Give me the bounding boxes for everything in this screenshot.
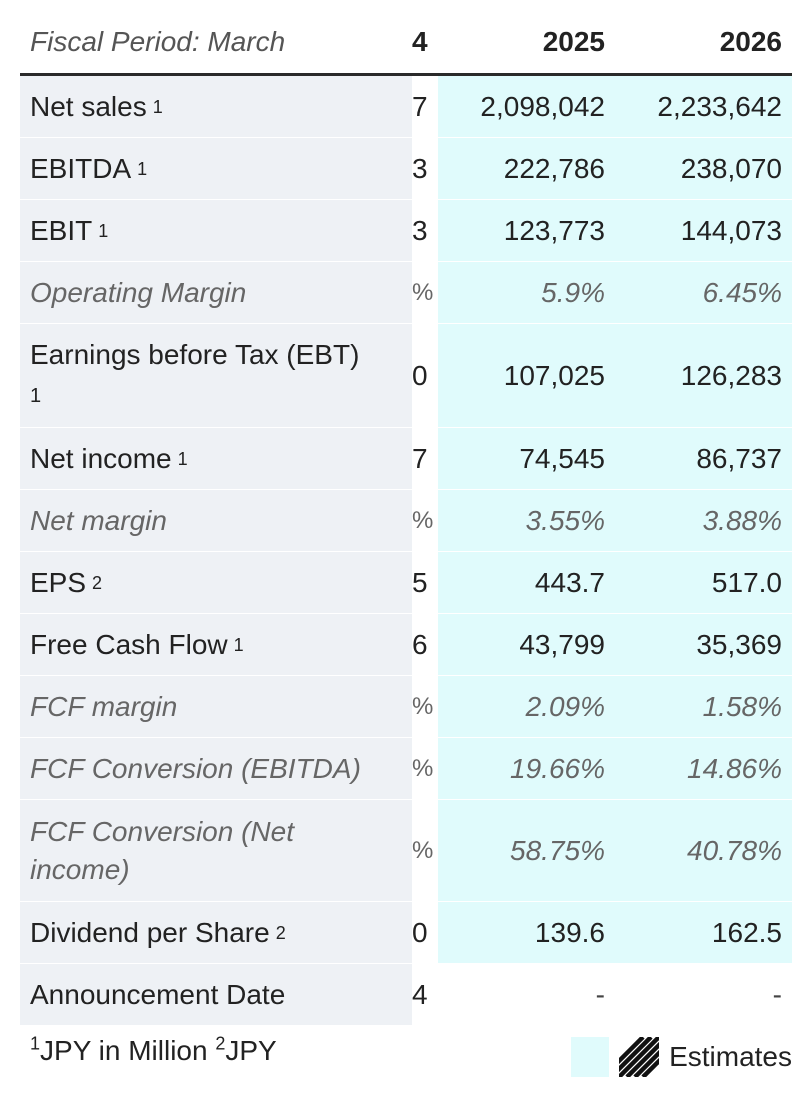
value-2025: 5.9% bbox=[541, 276, 605, 308]
value-2025: 74,545 bbox=[519, 442, 605, 474]
estimate-cell-bg bbox=[438, 676, 792, 737]
value-2025: 443.7 bbox=[534, 566, 605, 598]
row-label: Operating Margin bbox=[20, 262, 412, 323]
row-cut-value: % bbox=[412, 278, 434, 306]
estimate-cell-bg bbox=[438, 552, 792, 613]
row-label: Net margin bbox=[20, 490, 412, 551]
row-cut-value: 0 bbox=[412, 359, 428, 391]
row-label: EBITDA 1 bbox=[20, 138, 412, 199]
value-2025: 19.66% bbox=[510, 752, 605, 784]
value-2026: 238,070 bbox=[680, 152, 782, 184]
value-2025: 43,799 bbox=[519, 628, 605, 660]
value-2025: 2,098,042 bbox=[480, 90, 605, 122]
estimate-color-swatch bbox=[571, 1037, 610, 1077]
estimate-cell-bg bbox=[438, 490, 792, 551]
value-2025: 3.55% bbox=[525, 504, 605, 536]
row-cut-value: 6 bbox=[412, 628, 428, 660]
table-row: EBITDA 1 3 222,786 238,070 bbox=[20, 138, 792, 200]
value-2026: 86,737 bbox=[696, 442, 782, 474]
row-label: Announcement Date bbox=[20, 964, 412, 1025]
row-label: Net income 1 bbox=[20, 428, 412, 489]
estimate-cell-bg bbox=[438, 324, 792, 427]
row-label: FCF Conversion (Net income) bbox=[20, 800, 412, 901]
value-2026: 14.86% bbox=[687, 752, 782, 784]
table-row: Operating Margin % 5.9% 6.45% bbox=[20, 262, 792, 324]
estimates-legend: Estimates bbox=[571, 1037, 792, 1077]
value-2026: 6.45% bbox=[702, 276, 782, 308]
row-label: Earnings before Tax (EBT) 1 bbox=[20, 324, 412, 427]
table-row: Earnings before Tax (EBT) 1 0 107,025 126… bbox=[20, 324, 792, 428]
row-cut-value: % bbox=[412, 506, 434, 534]
table-row: FCF Conversion (EBITDA) % 19.66% 14.86% bbox=[20, 738, 792, 800]
estimate-cell-bg bbox=[438, 200, 792, 261]
value-2025: 123,773 bbox=[503, 214, 605, 246]
table-row: Net sales 1 7 2,098,042 2,233,642 bbox=[20, 76, 792, 138]
row-cut-value: % bbox=[412, 754, 434, 782]
table-row: Net income 1 7 74,545 86,737 bbox=[20, 428, 792, 490]
row-cut-value: 3 bbox=[412, 214, 428, 246]
table-row: EBIT 1 3 123,773 144,073 bbox=[20, 200, 792, 262]
value-2025: 58.75% bbox=[510, 834, 605, 866]
row-label: FCF margin bbox=[20, 676, 412, 737]
value-2026: 126,283 bbox=[680, 359, 782, 391]
estimate-cell-bg bbox=[438, 428, 792, 489]
table-header: Fiscal Period: March 4 2025 2026 bbox=[20, 0, 792, 76]
value-2025: 222,786 bbox=[503, 152, 605, 184]
estimate-cell-bg bbox=[438, 614, 792, 675]
value-2026: 517.0 bbox=[711, 566, 782, 598]
row-cut-value: 7 bbox=[412, 90, 428, 122]
row-cut-value: 0 bbox=[412, 916, 428, 948]
row-cut-value: % bbox=[412, 836, 434, 864]
value-2025: - bbox=[595, 978, 605, 1010]
estimate-cell-bg bbox=[438, 76, 792, 137]
table-row: FCF margin % 2.09% 1.58% bbox=[20, 676, 792, 738]
footnotes: 1JPY in Million 2JPY bbox=[30, 1033, 277, 1066]
estimate-cell-bg bbox=[438, 738, 792, 799]
row-cut-value: 7 bbox=[412, 442, 428, 474]
table-row: Free Cash Flow 1 6 43,799 35,369 bbox=[20, 614, 792, 676]
row-cut-value: 4 bbox=[412, 978, 428, 1010]
value-2026: 35,369 bbox=[696, 628, 782, 660]
hatch-pattern-icon bbox=[619, 1037, 660, 1077]
row-cut-value: 5 bbox=[412, 566, 428, 598]
header-year-2026: 2026 bbox=[719, 26, 782, 57]
header-year-2025: 2025 bbox=[542, 26, 605, 57]
estimate-cell-bg bbox=[438, 138, 792, 199]
estimate-cell-bg bbox=[438, 800, 792, 901]
table-row: Net margin % 3.55% 3.88% bbox=[20, 490, 792, 552]
value-2026: 3.88% bbox=[702, 504, 782, 536]
value-2026: 162.5 bbox=[711, 916, 782, 948]
estimate-cell-bg bbox=[438, 964, 792, 1025]
table-row: Dividend per Share 2 0 139.6 162.5 bbox=[20, 902, 792, 964]
row-label: Free Cash Flow 1 bbox=[20, 614, 412, 675]
value-2026: 1.58% bbox=[702, 690, 782, 722]
row-cut-value: 3 bbox=[412, 152, 428, 184]
value-2025: 139.6 bbox=[534, 916, 605, 948]
estimate-cell-bg bbox=[438, 262, 792, 323]
row-label: EBIT 1 bbox=[20, 200, 412, 261]
legend-label: Estimates bbox=[669, 1041, 792, 1072]
row-label: Net sales 1 bbox=[20, 76, 412, 137]
value-2025: 2.09% bbox=[525, 690, 605, 722]
value-2026: 144,073 bbox=[680, 214, 782, 246]
row-label: FCF Conversion (EBITDA) bbox=[20, 738, 412, 799]
value-2025: 107,025 bbox=[503, 359, 605, 391]
table-row: Announcement Date 4 - - bbox=[20, 964, 792, 1026]
financial-table: Fiscal Period: March 4 2025 2026 Net sal… bbox=[20, 0, 792, 1026]
row-label: Dividend per Share 2 bbox=[20, 902, 412, 963]
row-label: EPS 2 bbox=[20, 552, 412, 613]
header-cut-column: 4 bbox=[412, 26, 428, 57]
row-cut-value: % bbox=[412, 692, 434, 720]
estimate-cell-bg bbox=[438, 902, 792, 963]
table-row: EPS 2 5 443.7 517.0 bbox=[20, 552, 792, 614]
table-row: FCF Conversion (Net income) % 58.75% 40.… bbox=[20, 800, 792, 902]
value-2026: 40.78% bbox=[687, 834, 782, 866]
fiscal-period-label: Fiscal Period: March bbox=[30, 26, 286, 57]
value-2026: 2,233,642 bbox=[657, 90, 782, 122]
value-2026: - bbox=[772, 978, 782, 1010]
